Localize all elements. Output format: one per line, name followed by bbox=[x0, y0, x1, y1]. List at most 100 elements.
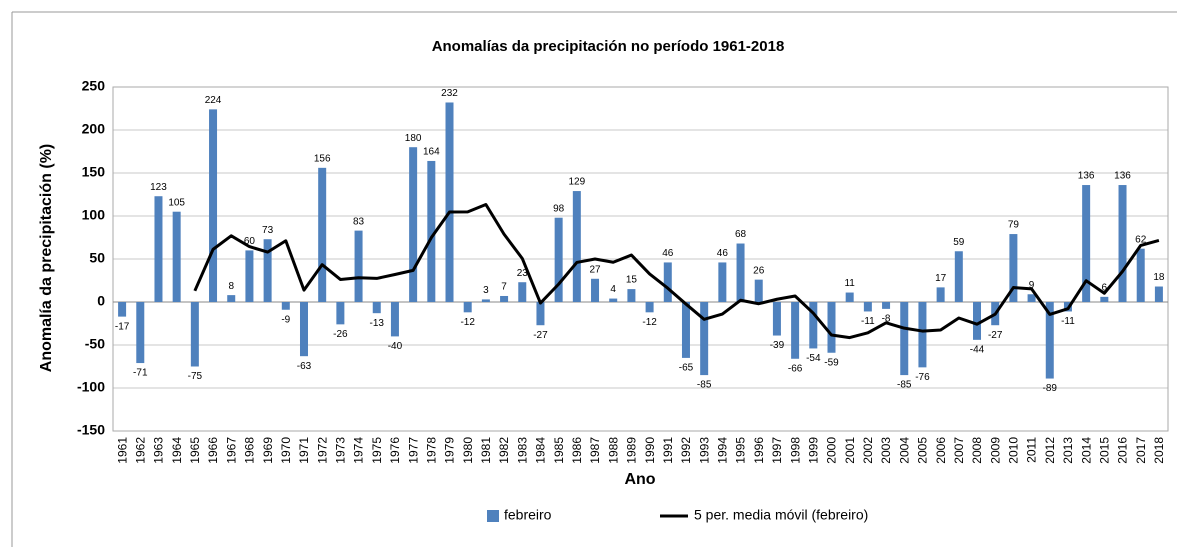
plot-area bbox=[112, 86, 1169, 432]
data-label: 23 bbox=[517, 268, 529, 279]
bar bbox=[118, 302, 127, 317]
y-tick-label: -100 bbox=[77, 379, 105, 395]
x-tick-label: 1978 bbox=[424, 437, 438, 464]
bar bbox=[827, 302, 836, 353]
bar bbox=[754, 279, 763, 302]
data-label: -85 bbox=[897, 380, 912, 391]
data-label: 18 bbox=[1153, 272, 1165, 283]
data-label: -76 bbox=[915, 372, 930, 383]
x-tick-label: 2005 bbox=[916, 437, 930, 464]
bar bbox=[973, 302, 982, 340]
x-tick-label: 1966 bbox=[206, 437, 220, 464]
data-label: -59 bbox=[824, 357, 839, 368]
data-label: 79 bbox=[1008, 220, 1020, 231]
x-tick-label: 1997 bbox=[770, 437, 784, 464]
x-tick-label: 1991 bbox=[661, 437, 675, 464]
x-tick-label: 1971 bbox=[297, 437, 311, 464]
x-tick-label: 2001 bbox=[843, 437, 857, 464]
bar bbox=[736, 243, 745, 302]
x-tick-label: 1967 bbox=[224, 437, 238, 464]
x-tick-label: 1996 bbox=[752, 437, 766, 464]
bar bbox=[627, 289, 636, 302]
x-tick-label: 1980 bbox=[461, 437, 475, 464]
bar bbox=[1118, 185, 1127, 302]
data-label: 60 bbox=[244, 236, 256, 247]
bar bbox=[463, 302, 472, 313]
data-label: 46 bbox=[717, 248, 729, 259]
x-tick-label: 1963 bbox=[152, 437, 166, 464]
y-tick-label: -150 bbox=[77, 422, 105, 438]
x-tick-label: 1988 bbox=[606, 437, 620, 464]
bar bbox=[1009, 234, 1018, 302]
bar bbox=[918, 302, 927, 368]
x-tick-label: 1975 bbox=[370, 437, 384, 464]
data-label: 83 bbox=[353, 216, 365, 227]
data-label: -11 bbox=[1061, 316, 1075, 327]
data-label: 136 bbox=[1078, 171, 1095, 182]
x-tick-label: 1993 bbox=[697, 437, 711, 464]
x-tick-label: 1974 bbox=[352, 437, 366, 464]
y-tick-label: 50 bbox=[89, 250, 105, 266]
data-label: 105 bbox=[168, 197, 185, 208]
bar bbox=[318, 167, 327, 302]
data-label: -75 bbox=[188, 371, 203, 382]
bar bbox=[227, 295, 236, 302]
data-label: 59 bbox=[953, 237, 965, 248]
x-tick-label: 2011 bbox=[1025, 437, 1039, 463]
x-tick-label: 1995 bbox=[734, 437, 748, 464]
bar bbox=[390, 302, 399, 337]
data-label: 26 bbox=[753, 265, 765, 276]
bar bbox=[900, 302, 909, 376]
x-tick-label: 2006 bbox=[934, 437, 948, 464]
data-label: 156 bbox=[314, 153, 331, 164]
bar bbox=[591, 278, 600, 302]
x-tick-label: 1961 bbox=[115, 437, 129, 464]
x-tick-label: 2007 bbox=[952, 437, 966, 464]
data-label: 73 bbox=[262, 225, 274, 236]
bar bbox=[954, 251, 963, 302]
bar bbox=[1027, 294, 1036, 302]
x-tick-label: 1969 bbox=[261, 437, 275, 464]
x-tick-label: 1983 bbox=[515, 437, 529, 464]
bar bbox=[1082, 185, 1091, 302]
data-label: -9 bbox=[281, 314, 290, 325]
x-tick-label: 1985 bbox=[552, 437, 566, 464]
data-label: -44 bbox=[970, 344, 985, 355]
data-label: 8 bbox=[228, 281, 234, 292]
data-label: 164 bbox=[423, 147, 440, 158]
data-label: 224 bbox=[205, 95, 222, 106]
y-tick-label: 0 bbox=[97, 293, 105, 309]
data-label: -8 bbox=[882, 314, 891, 325]
data-label: 15 bbox=[626, 275, 638, 286]
x-tick-label: 1965 bbox=[188, 437, 202, 464]
bar bbox=[609, 298, 618, 302]
x-tick-label: 2000 bbox=[825, 437, 839, 464]
bar bbox=[536, 302, 545, 326]
bar bbox=[1136, 248, 1145, 302]
y-tick-label: -50 bbox=[85, 336, 105, 352]
bar bbox=[209, 109, 218, 302]
x-tick-label: 2008 bbox=[970, 437, 984, 464]
bar bbox=[154, 196, 163, 302]
bar bbox=[190, 302, 199, 367]
x-tick-label: 1994 bbox=[716, 437, 730, 464]
bar bbox=[791, 302, 800, 359]
bar bbox=[427, 160, 436, 302]
bar bbox=[1154, 286, 1163, 302]
x-tick-label: 2017 bbox=[1134, 437, 1148, 464]
bar bbox=[681, 302, 690, 358]
y-tick-label: 150 bbox=[82, 164, 106, 180]
data-label: 68 bbox=[735, 229, 747, 240]
bar bbox=[772, 302, 781, 336]
bar bbox=[936, 287, 945, 302]
x-tick-label: 2004 bbox=[897, 437, 911, 464]
data-label: -13 bbox=[370, 318, 385, 329]
data-label: -39 bbox=[770, 340, 785, 351]
y-tick-label: 200 bbox=[82, 121, 106, 137]
x-tick-label: 1998 bbox=[788, 437, 802, 464]
x-tick-label: 2012 bbox=[1043, 437, 1057, 464]
x-tick-label: 2009 bbox=[988, 437, 1002, 464]
bar bbox=[845, 292, 854, 302]
x-tick-label: 1987 bbox=[588, 437, 602, 464]
